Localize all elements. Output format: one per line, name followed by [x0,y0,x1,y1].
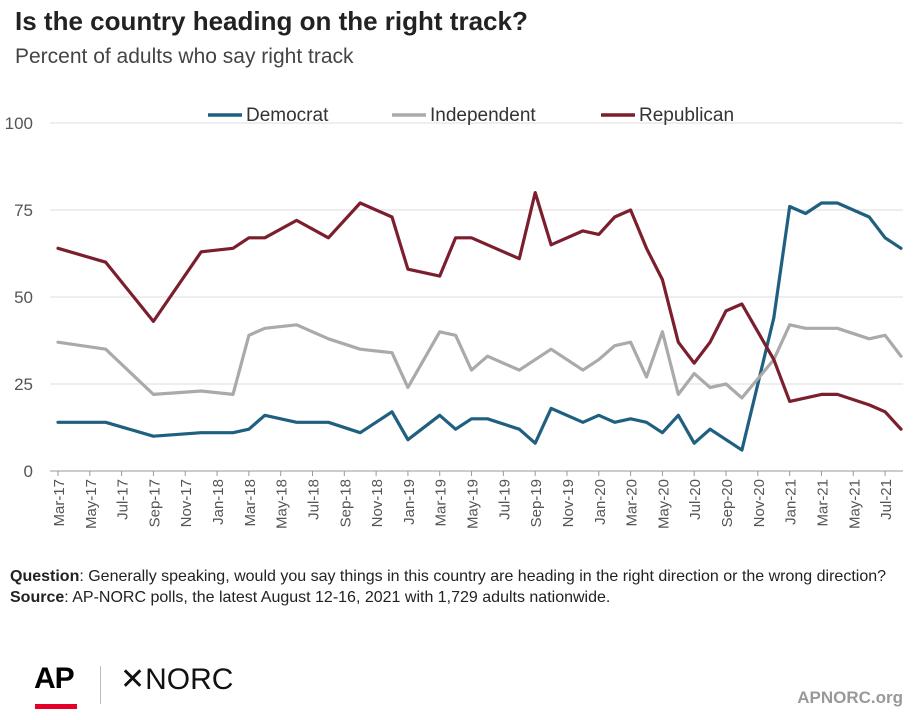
legend-label-independent: Independent [430,105,536,126]
legend-label-republican: Republican [639,105,734,126]
x-tick-label: Mar-19 [433,479,450,527]
source-label: Source [10,589,65,606]
ap-logo-underline [35,704,77,709]
gridlines [50,122,903,476]
x-tick-label: Nov-18 [369,479,386,527]
norc-logo: ✕NORC [120,663,234,696]
logo-divider [100,666,101,704]
x-tick-label: May-19 [465,479,482,529]
series-line-democrat [56,201,903,452]
source-text: : AP-NORC polls, the latest August 12-16… [64,589,611,606]
y-tick-label: 0 [24,462,33,481]
x-tick-label: May-18 [274,479,291,529]
x-tick-label: Jul-17 [115,479,132,520]
x-tick-label: May-21 [846,479,863,529]
x-tick-label: Jul-19 [496,479,513,520]
site-url[interactable]: APNORC.org [797,688,903,707]
x-tick-label: Jan-20 [592,479,609,525]
legend-label-democrat: Democrat [246,105,329,126]
x-tick-label: Sep-17 [146,479,163,527]
y-tick-label: 25 [14,375,33,394]
chart-notes: Question: Generally speaking, would you … [10,566,905,608]
source-note: Source: AP-NORC polls, the latest August… [10,587,905,608]
x-tick-label: Nov-20 [751,479,768,527]
x-tick-label: Nov-17 [178,479,195,527]
legend: Democrat Independent Republican [208,105,734,126]
x-tick-label: Mar-21 [814,479,831,527]
x-tick-label: Nov-19 [560,479,577,527]
x-tick-label: Mar-20 [624,479,641,527]
x-tick-label: Jan-19 [401,479,418,525]
series-line-independent [56,323,903,400]
x-tick-label: Jan-21 [783,479,800,525]
x-tick-label: May-17 [83,479,100,529]
question-note: Question: Generally speaking, would you … [10,566,905,587]
x-tick-label: Jul-21 [878,479,895,520]
y-axis-tick-labels: 0 25 50 75 100 [5,114,33,481]
y-tick-label: 100 [5,114,33,133]
x-axis-tick-labels: Mar-17 May-17 Jul-17 Sep-17 Nov-17 Jan-18 Mar-… [51,479,895,529]
x-tick-label: Mar-18 [242,479,259,527]
question-text: : Generally speaking, would you say thin… [79,568,887,585]
x-tick-label: Sep-19 [528,479,545,527]
x-tick-label: Mar-17 [51,479,68,527]
x-tick-label: Jan-18 [210,479,227,525]
y-tick-label: 50 [14,288,33,307]
x-tick-label: Sep-18 [337,479,354,527]
line-chart: 0 25 50 75 100 Mar-17 May-17 Jul-17 Sep-17 Nov-1… [5,105,903,529]
chart-subtitle: Percent of adults who say right track [15,45,354,68]
x-tick-label: May-20 [655,479,672,529]
question-label: Question [10,568,80,585]
ap-logo: AP [34,662,75,695]
x-tick-label: Sep-20 [719,479,736,527]
x-tick-label: Jul-20 [687,479,704,520]
y-tick-label: 75 [14,201,33,220]
x-tick-label: Jul-18 [305,479,322,520]
chart-title: Is the country heading on the right trac… [15,6,528,36]
footer-logos: AP ✕NORC [34,662,294,710]
series-line-republican [56,191,903,431]
series-lines [56,191,903,452]
